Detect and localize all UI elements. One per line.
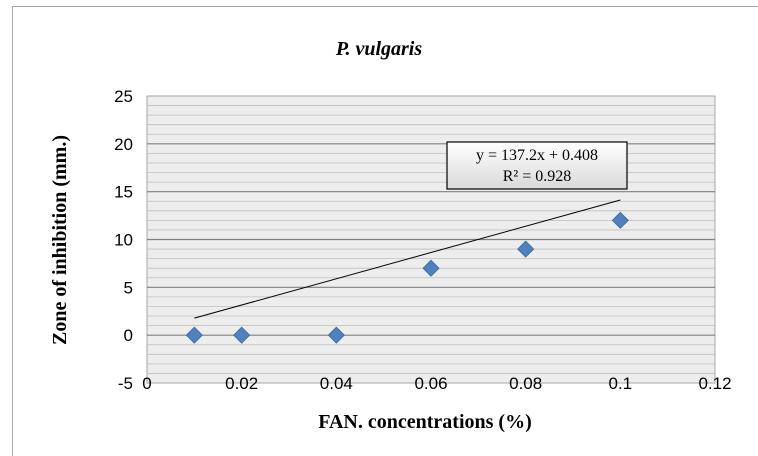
x-tick-label: 0.1 bbox=[609, 374, 633, 393]
x-axis-ticks: 0 0.02 0.04 0.06 0.08 0.1 0.12 bbox=[142, 374, 731, 393]
data-point bbox=[233, 326, 251, 344]
x-tick-label: 0.02 bbox=[225, 374, 258, 393]
major-gridlines bbox=[147, 143, 715, 336]
x-tick-label: 0.12 bbox=[698, 374, 731, 393]
y-tick-label: 20 bbox=[114, 135, 133, 154]
x-tick-label: 0.06 bbox=[414, 374, 447, 393]
y-tick-label: 10 bbox=[114, 231, 133, 250]
x-tick-label: 0 bbox=[142, 374, 151, 393]
data-point bbox=[517, 240, 535, 258]
y-tick-label: 5 bbox=[124, 278, 133, 297]
y-tick-label: -5 bbox=[118, 374, 133, 393]
x-tick-label: 0.04 bbox=[320, 374, 353, 393]
trendline-r-squared: R² = 0.928 bbox=[503, 168, 572, 185]
x-axis-title: FAN. concentrations (%) bbox=[318, 411, 531, 433]
x-tick-label: 0.08 bbox=[509, 374, 542, 393]
y-tick-label: 15 bbox=[114, 183, 133, 202]
y-tick-label: 0 bbox=[124, 326, 133, 345]
y-tick-label: 25 bbox=[114, 87, 133, 106]
data-points bbox=[185, 211, 629, 344]
data-point bbox=[185, 326, 203, 344]
chart-frame bbox=[12, 6, 758, 456]
trendline-equation-box: y = 137.2x + 0.408 R² = 0.928 bbox=[446, 141, 628, 190]
chart-title: P. vulgaris bbox=[335, 38, 423, 60]
trendline-equation: y = 137.2x + 0.408 bbox=[476, 147, 598, 164]
data-point bbox=[327, 326, 345, 344]
data-point bbox=[422, 259, 440, 277]
y-axis-ticks: -5 0 5 10 15 20 25 bbox=[114, 87, 133, 393]
y-axis-title: Zone of inhibition (mm.) bbox=[49, 135, 71, 345]
data-point bbox=[611, 211, 629, 229]
trendline bbox=[194, 199, 621, 319]
